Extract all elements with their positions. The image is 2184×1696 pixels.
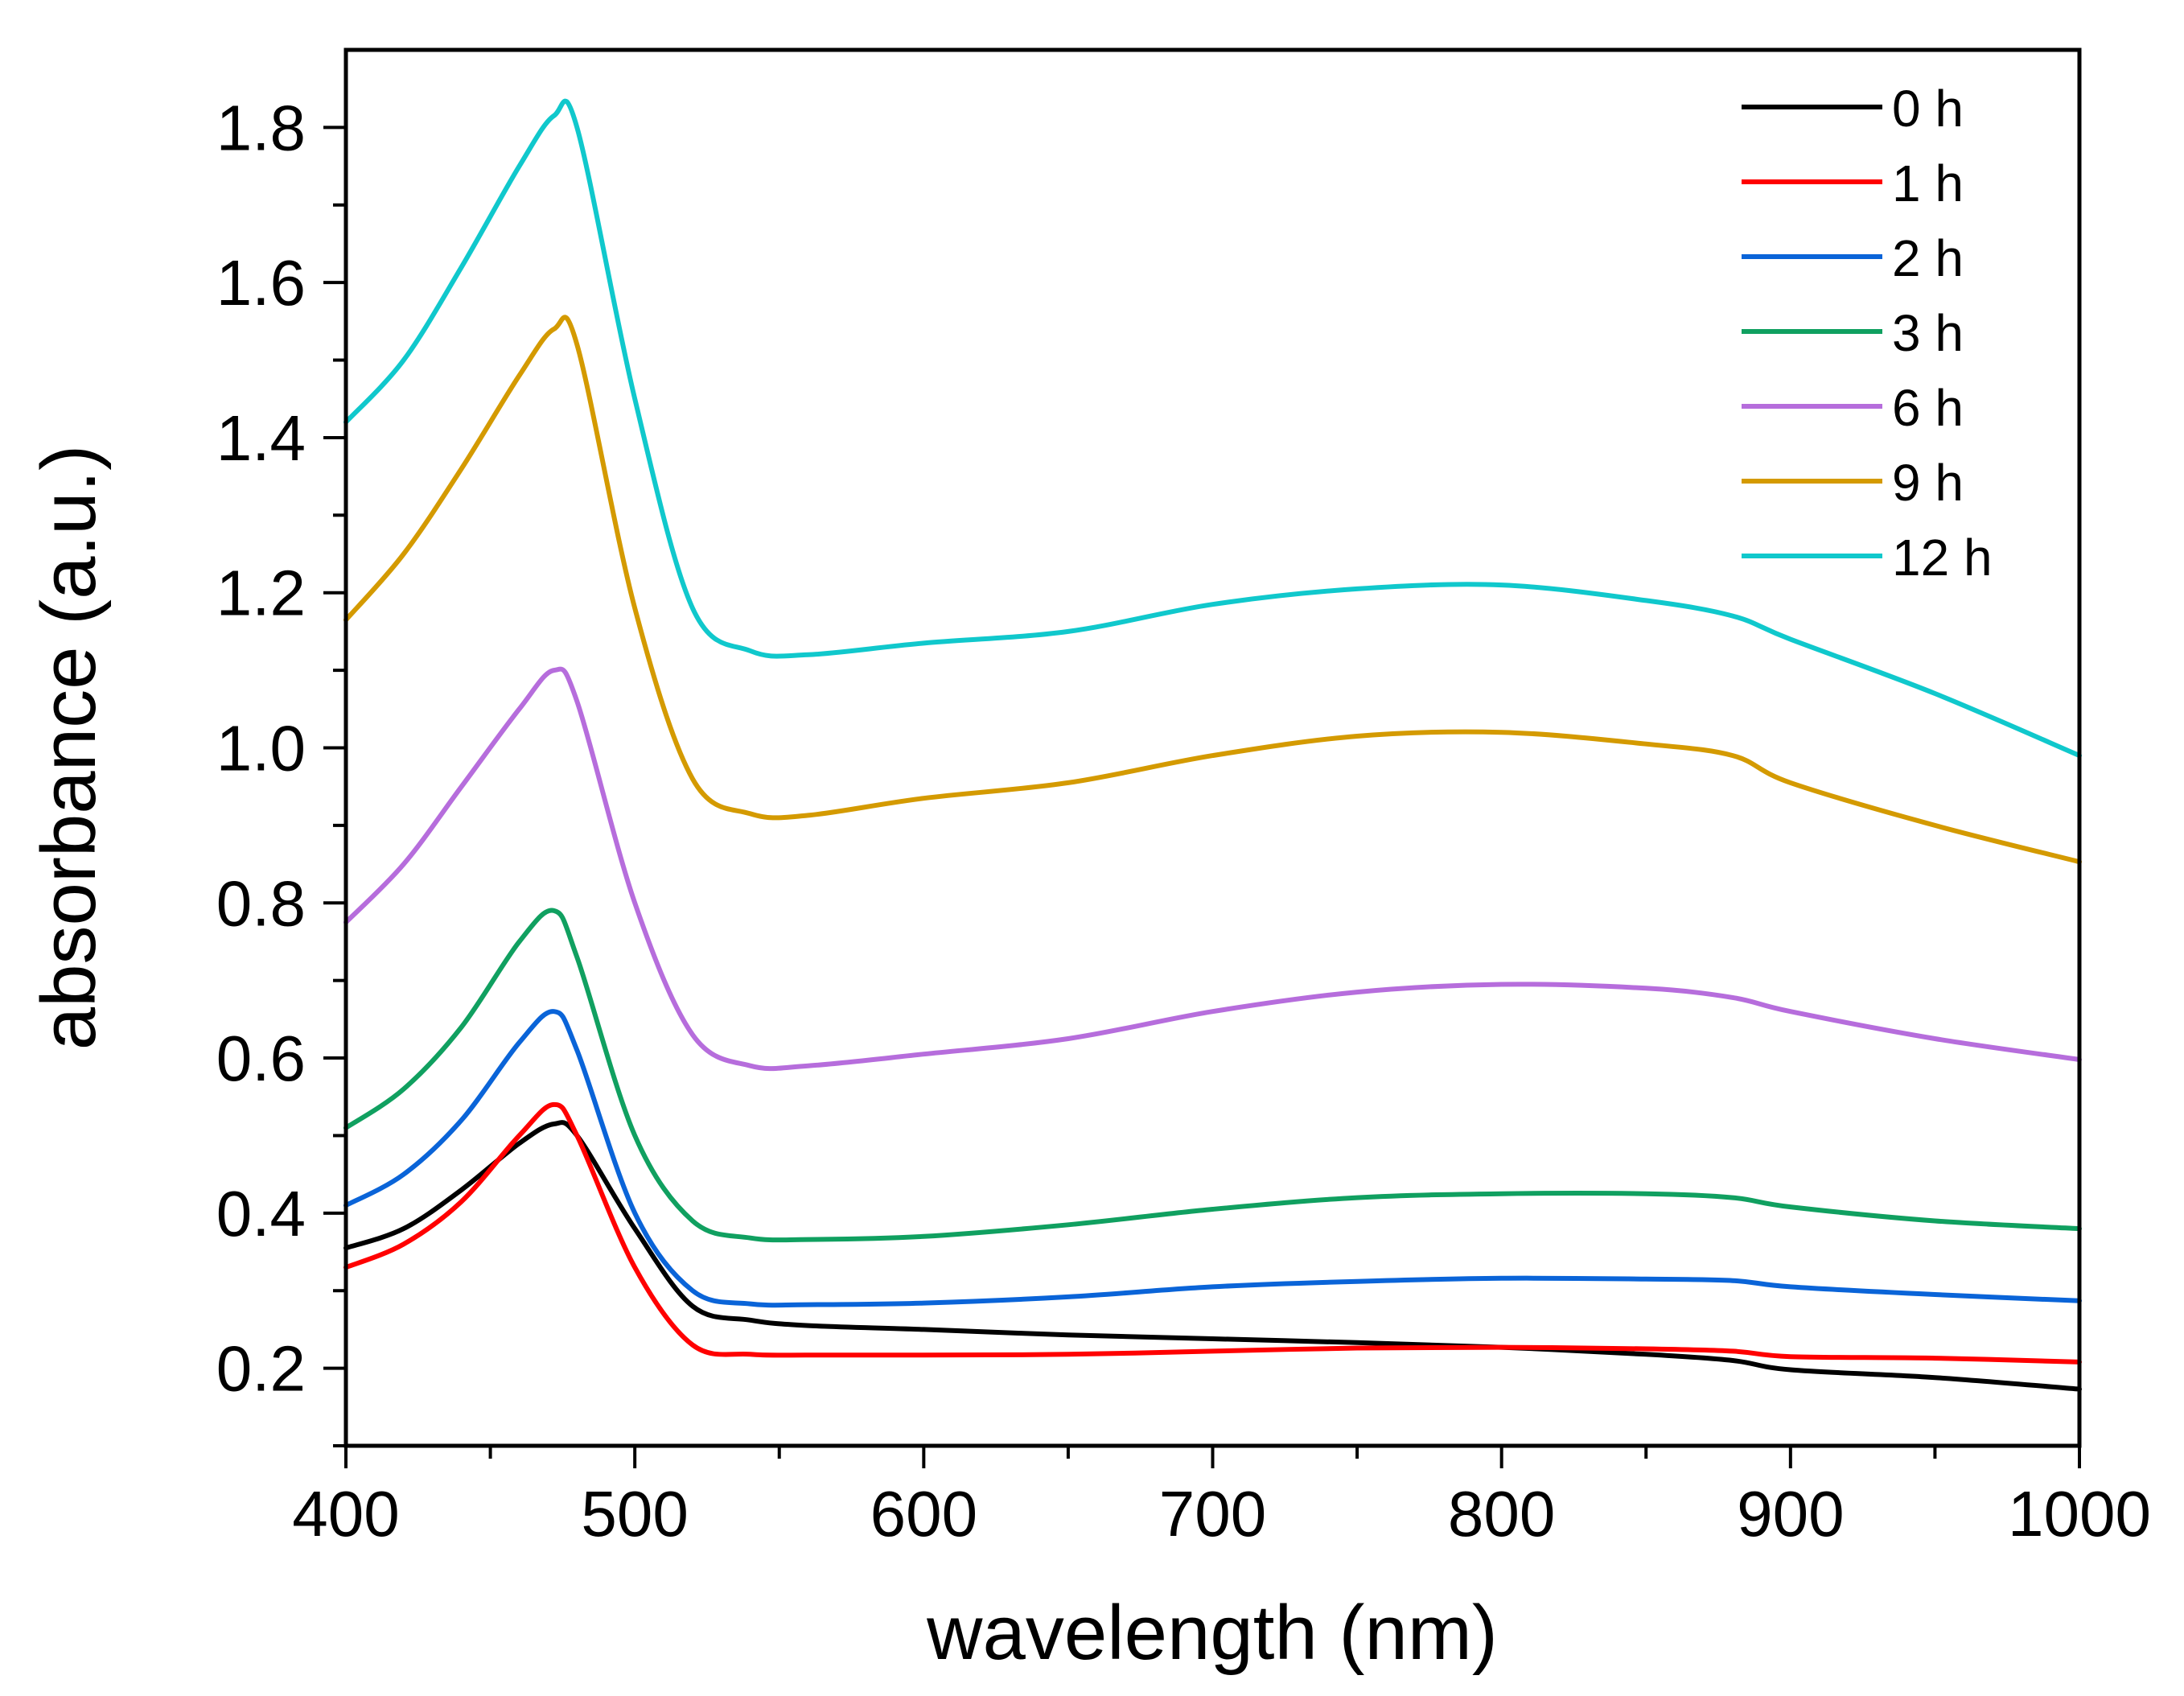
y-tick-label: 0.2 xyxy=(216,1333,306,1405)
x-tick-label: 600 xyxy=(870,1478,977,1550)
x-tick-label: 700 xyxy=(1159,1478,1266,1550)
y-axis-title: absorbance (a.u.) xyxy=(26,445,112,1050)
x-tick-label: 1000 xyxy=(2008,1478,2151,1550)
y-tick-label: 0.4 xyxy=(216,1178,306,1249)
legend-label-1h: 1 h xyxy=(1892,154,1964,212)
y-tick-label: 1.8 xyxy=(216,92,306,163)
legend-label-2h: 2 h xyxy=(1892,229,1964,287)
y-tick-label: 0.6 xyxy=(216,1023,306,1094)
series-line-0h xyxy=(343,1120,2082,1392)
legend-label-3h: 3 h xyxy=(1892,304,1964,362)
series-line-9h xyxy=(343,315,2082,865)
x-tick-label: 400 xyxy=(292,1478,399,1550)
y-tick-label: 1.6 xyxy=(216,247,306,319)
legend-label-0h: 0 h xyxy=(1892,80,1964,138)
series-line-6h xyxy=(343,666,2082,1072)
legend-label-6h: 6 h xyxy=(1892,379,1964,437)
x-tick-label: 900 xyxy=(1737,1478,1844,1550)
y-tick-label: 0.8 xyxy=(216,867,306,939)
y-tick-label: 1.0 xyxy=(216,713,306,784)
legend-label-12h: 12 h xyxy=(1892,529,1993,587)
x-tick-label: 800 xyxy=(1448,1478,1555,1550)
series-line-2h xyxy=(343,1009,2082,1308)
series-line-12h xyxy=(343,98,2082,759)
y-tick-label: 1.2 xyxy=(216,558,306,629)
series-line-1h xyxy=(343,1101,2082,1365)
x-axis-title: wavelength (nm) xyxy=(926,1590,1498,1676)
x-tick-label: 500 xyxy=(581,1478,688,1550)
ticks-layer: 400 500 600 700 800 900 1000 0.2 0.4 0.6 0.8 1.0 1.2… xyxy=(216,92,2151,1550)
series-line-3h xyxy=(343,908,2082,1243)
plot-frame xyxy=(343,47,2082,1448)
y-tick-label: 1.4 xyxy=(216,402,306,474)
series-layer xyxy=(343,98,2082,1392)
legend: 0 h 1 h 2 h 3 h 6 h 9 h 12 h xyxy=(1742,80,1993,587)
legend-label-9h: 9 h xyxy=(1892,454,1964,512)
